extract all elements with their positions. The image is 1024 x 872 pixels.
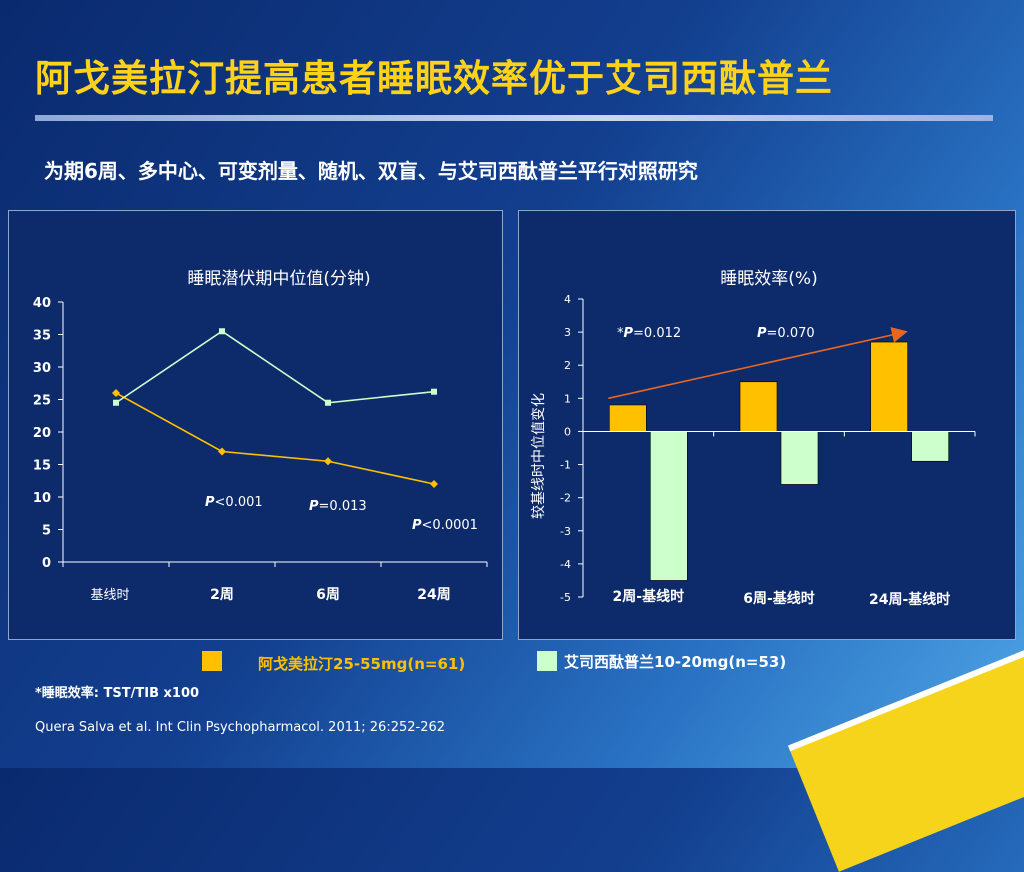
slide-title: 阿戈美拉汀提高患者睡眠效率优于艾司西酞普兰 — [35, 57, 833, 100]
p-symbol: P — [412, 518, 422, 533]
y-tick-label: 35 — [33, 329, 51, 344]
y-tick-label: 20 — [33, 426, 51, 441]
agomelatine-bar — [609, 404, 647, 432]
sleep-efficiency-chart-panel: 睡眠效率(%) 较基线时中位值变化 4 3 2 1 0 -1 -2 -3 -4 -5 2周-基线时 6周-… — [518, 210, 1016, 640]
p-symbol: P — [624, 326, 634, 341]
x-category-label: 基线时 — [90, 588, 129, 603]
legend-label-agomelatine: 阿戈美拉汀25-55mg(n=61) — [258, 655, 466, 673]
x-category-label: 24周-基线时 — [869, 591, 950, 608]
definition-footnote: *睡眠效率: TST/TIB x100 — [35, 686, 200, 701]
y-tick-label: 4 — [564, 293, 571, 306]
agomelatine-point — [218, 447, 226, 456]
escitalopram-point — [325, 399, 331, 406]
agomelatine-point — [430, 480, 438, 488]
x-category-label: 6周 — [316, 587, 340, 603]
sleep-latency-chart-panel: 睡眠潜伏期中位值(分钟) 0 5 10 15 20 25 30 35 40 基线时 2周 6周 24周 P<… — [8, 210, 503, 640]
y-tick-label: 0 — [42, 556, 51, 571]
escitalopram-bar — [780, 431, 819, 485]
p-value-annotation: P=0.070 — [757, 326, 815, 341]
agomelatine-point — [112, 389, 120, 397]
agomelatine-line — [115, 392, 435, 485]
p-value-text: =0.013 — [319, 499, 367, 514]
agomelatine-point — [324, 457, 332, 466]
escitalopram-point — [113, 399, 119, 406]
p-value-annotation: *P=0.012 — [617, 326, 681, 341]
x-category-label: 6周-基线时 — [743, 590, 815, 607]
y-tick-label: 30 — [33, 361, 51, 376]
p-symbol: P — [205, 495, 215, 510]
chart-title: 睡眠效率(%) — [720, 269, 817, 289]
legend-label-escitalopram: 艾司西酞普兰10-20mg(n=53) — [564, 653, 787, 671]
y-tick-label: -5 — [560, 591, 571, 604]
p-value-text: <0.001 — [215, 495, 263, 510]
y-tick-label: 25 — [33, 394, 51, 409]
p-symbol: P — [309, 499, 319, 514]
p-value-annotation: P<0.001 — [205, 495, 263, 510]
y-tick-label: 10 — [33, 491, 51, 506]
significance-asterisk: * — [617, 326, 624, 341]
agomelatine-bar — [739, 381, 778, 432]
p-value-text: <0.0001 — [422, 518, 478, 533]
escitalopram-point — [219, 328, 225, 335]
x-category-label: 2周 — [210, 587, 234, 603]
y-tick-label: 15 — [33, 459, 51, 474]
y-tick-label: 2 — [564, 359, 571, 372]
p-value-text: =0.012 — [633, 326, 681, 341]
citation-footnote: Quera Salva et al. Int Clin Psychopharma… — [35, 720, 446, 735]
sleep-efficiency-chart: 睡眠效率(%) 较基线时中位值变化 4 3 2 1 0 -1 -2 -3 -4 -5 2周-基线时 6周-… — [530, 269, 976, 608]
y-tick-label: 40 — [33, 296, 51, 311]
y-tick-label: -2 — [560, 492, 571, 505]
slide-subtitle: 为期6周、多中心、可变剂量、随机、双盲、与艾司西酞普兰平行对照研究 — [44, 159, 698, 183]
escitalopram-bar — [911, 431, 949, 462]
y-tick-label: -1 — [560, 459, 571, 472]
y-axis-title: 较基线时中位值变化 — [530, 393, 547, 519]
trend-arrow — [608, 327, 908, 400]
y-tick-label: 1 — [564, 392, 571, 405]
p-value-annotation: P=0.013 — [309, 499, 367, 514]
x-category-label: 24周 — [417, 587, 450, 603]
p-value-text: =0.070 — [767, 326, 815, 341]
x-category-label: 2周-基线时 — [613, 588, 685, 605]
p-value-annotation: P<0.0001 — [412, 518, 478, 533]
title-divider — [35, 115, 993, 121]
legend-swatch-escitalopram — [537, 651, 557, 671]
p-symbol: P — [757, 326, 767, 341]
chart-title: 睡眠潜伏期中位值(分钟) — [187, 269, 370, 289]
escitalopram-bar — [650, 431, 688, 581]
legend-swatch-agomelatine — [202, 651, 222, 671]
agomelatine-bar — [870, 341, 908, 432]
y-tick-label: 5 — [42, 524, 51, 539]
y-tick-label: 3 — [564, 326, 571, 339]
escitalopram-point — [431, 388, 437, 395]
y-tick-label: 0 — [564, 425, 571, 438]
y-tick-label: -3 — [560, 525, 571, 538]
decorative-yellow-stripe — [787, 648, 1024, 872]
escitalopram-line — [115, 330, 435, 404]
y-tick-label: -4 — [560, 558, 571, 571]
